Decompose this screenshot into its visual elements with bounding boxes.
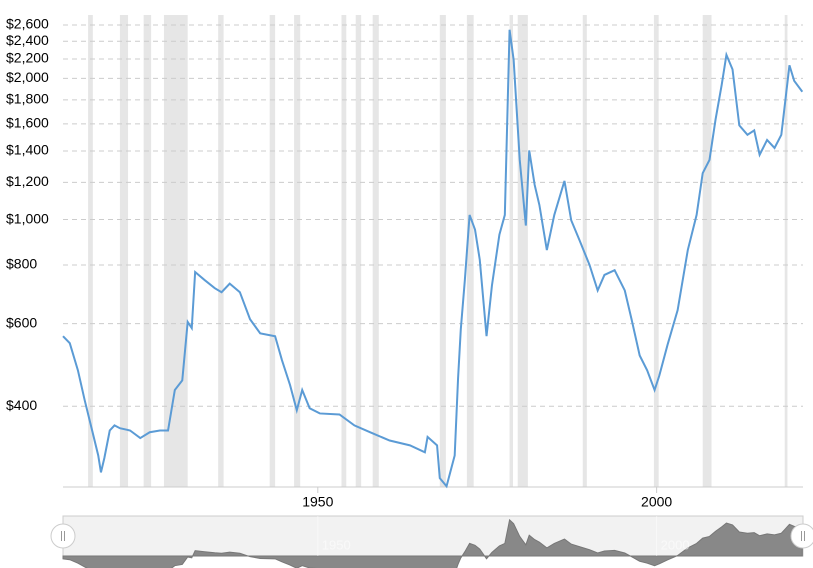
navigator-area (62, 518, 803, 568)
price-line (62, 29, 804, 489)
navigator-handle[interactable] (50, 523, 76, 549)
recession-band (341, 15, 347, 487)
y-tick-label: $2,000 (6, 69, 49, 85)
recession-band (269, 15, 276, 487)
recession-band (439, 15, 446, 487)
y-tick-label: $600 (6, 314, 37, 330)
x-tick-label: 2000 (641, 494, 672, 510)
y-tick-label: $1,400 (6, 142, 49, 158)
recession-band (372, 15, 379, 487)
recession-band (218, 15, 224, 487)
y-tick-label: $2,200 (6, 50, 49, 66)
recession-band (163, 15, 188, 487)
y-tick-label: $1,000 (6, 210, 49, 226)
y-tick-label: $1,200 (6, 173, 49, 189)
recession-band (509, 15, 513, 487)
recession-band (294, 15, 301, 487)
recession-band (466, 15, 474, 487)
x-tick-label: 1950 (302, 494, 333, 510)
navigator-label: 2000 (661, 537, 690, 552)
y-tick-label: $800 (6, 256, 37, 272)
y-tick-label: $2,600 (6, 16, 49, 32)
recession-band (143, 15, 152, 487)
recession-band (119, 15, 129, 487)
navigator-label: 1950 (322, 537, 351, 552)
recession-layer (88, 15, 788, 487)
recession-band (355, 15, 362, 487)
y-tick-label: $400 (6, 397, 37, 413)
navigator-handle[interactable] (790, 523, 813, 549)
recession-band (784, 15, 788, 487)
recession-band (702, 15, 712, 487)
y-tick-label: $2,400 (6, 32, 49, 48)
recession-band (88, 15, 93, 487)
recession-band (517, 15, 528, 487)
y-tick-label: $1,800 (6, 91, 49, 107)
recession-band (653, 15, 659, 487)
y-tick-label: $1,600 (6, 115, 49, 131)
